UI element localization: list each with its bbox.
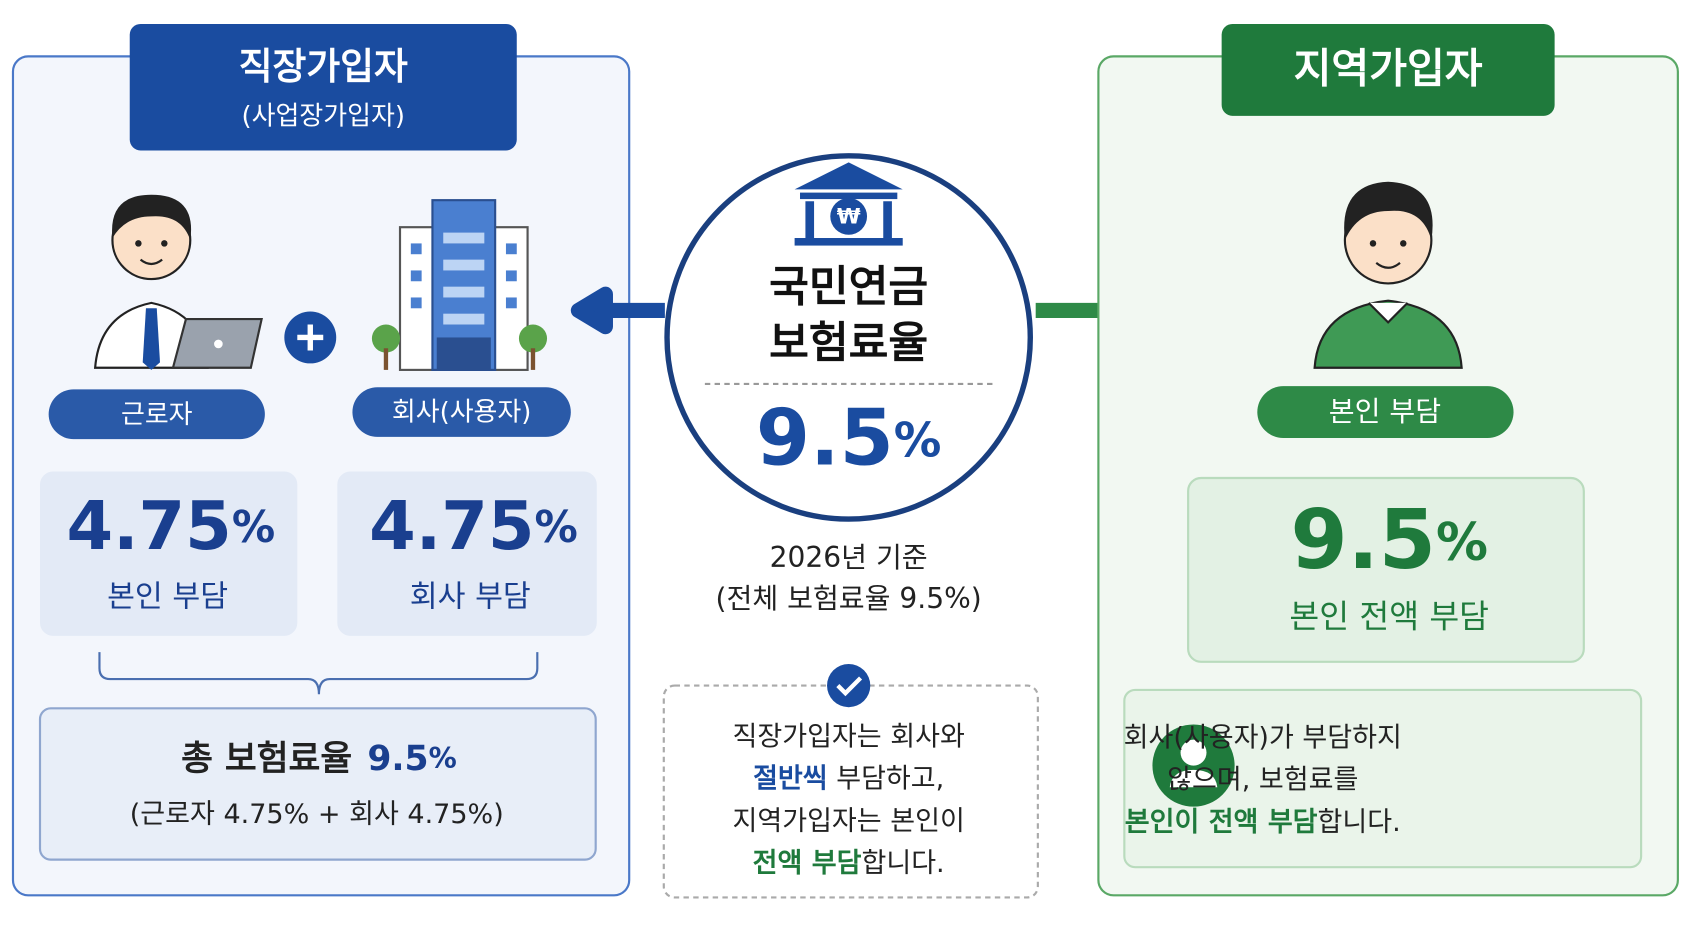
right-card (1187, 476, 1585, 663)
note-segment: 지역가입자는 본인이 (733, 805, 965, 836)
worker-pill (48, 389, 265, 440)
worker-desc: 본인 부담 (107, 580, 228, 615)
center-title-1: 국민연금 (769, 262, 928, 312)
building-icon (371, 199, 548, 371)
worker-icon (93, 194, 263, 370)
total-line: 총 보험료율 9.5% (181, 739, 457, 779)
won-symbol: ₩ (837, 204, 861, 229)
worker-card (40, 471, 298, 636)
note-line: 회사(사용자)가 부담하지 (1124, 722, 1402, 753)
note-segment: 않으며, 보험료를 (1167, 764, 1358, 795)
note-line: 본인이 전액 부담합니다. (1125, 806, 1401, 837)
total-detail: (근로자 4.75% + 회사 4.75%) (130, 799, 504, 830)
note-line: 절반씩 부담하고, (753, 763, 944, 794)
total-rate: 9.5 (367, 739, 428, 779)
left-title: 직장가입자 (239, 45, 408, 88)
rate-unit: % (232, 502, 275, 552)
company-rate: 4.75% (369, 486, 578, 564)
center-title-2: 보험료율 (769, 319, 928, 369)
rate-number: 4.75 (369, 486, 534, 564)
right-title: 지역가입자 (1294, 45, 1483, 93)
company-label: 회사(사용자) (392, 398, 532, 428)
rate-unit: % (894, 413, 942, 468)
basis: 2026년 기준 (770, 541, 928, 574)
basis-detail: (전체 보험료율 9.5%) (716, 582, 982, 615)
person-icon (1313, 181, 1463, 369)
note-line: 직장가입자는 회사와 (733, 721, 965, 752)
note-segment: 절반씩 (753, 763, 828, 794)
company-pill (352, 387, 571, 437)
user-icon-head (1180, 739, 1207, 766)
center-rate: 9.5% (756, 394, 942, 484)
bank-icon: ₩ (794, 162, 903, 246)
right-title-box (1221, 23, 1555, 116)
plus-sign (297, 324, 324, 351)
company-card (337, 471, 597, 636)
rate-unit: % (1436, 513, 1488, 573)
rate-number: 9.5 (1290, 494, 1436, 589)
note-line: 지역가입자는 본인이 (733, 805, 965, 836)
left-subtitle: (사업장가입자) (242, 101, 405, 131)
arrow-left (570, 286, 665, 335)
total-label: 총 보험료율 (181, 739, 352, 779)
check-icon (827, 663, 871, 708)
left-title-box (129, 23, 517, 151)
right-pill (1257, 386, 1514, 439)
note-line: 전액 부담합니다. (753, 847, 945, 878)
note-segment: 부담하고, (828, 763, 945, 794)
rate-number: 4.75 (66, 486, 231, 564)
right-label: 본인 부담 (1329, 395, 1441, 428)
note-segment: 본인이 전액 부담 (1125, 806, 1318, 837)
sum-bracket (98, 652, 539, 695)
company-desc: 회사 부담 (410, 580, 531, 615)
right-desc: 본인 전액 부담 (1289, 598, 1489, 636)
note-line: 않으며, 보험료를 (1167, 764, 1358, 795)
rate-unit: % (535, 502, 578, 552)
rate-number: 9.5 (756, 394, 894, 484)
user-icon-body (1169, 769, 1218, 788)
note-segment: 직장가입자는 회사와 (733, 721, 965, 752)
center-circle (664, 153, 1033, 522)
total-unit: % (429, 742, 457, 775)
check-mark (836, 676, 863, 697)
note-segment: 합니다. (861, 847, 944, 878)
note-segment: 합니다. (1318, 806, 1401, 837)
total-box (38, 707, 597, 861)
note-segment: 전액 부담 (753, 847, 862, 878)
right-note-box (1123, 688, 1643, 869)
worker-rate: 4.75% (66, 486, 275, 564)
worker-label: 근로자 (121, 400, 193, 430)
right-rate: 9.5% (1290, 494, 1488, 589)
note-segment: 회사(사용자)가 부담하지 (1124, 722, 1402, 753)
